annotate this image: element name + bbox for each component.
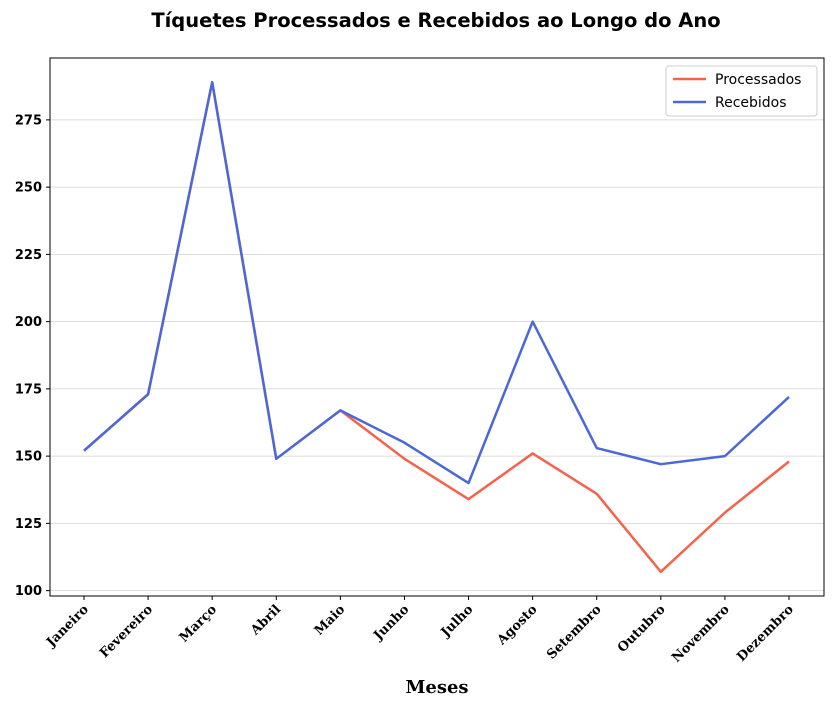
y-tick-label: 175 (15, 382, 42, 397)
series-line-recebidos (83, 80, 790, 485)
x-tick-label: Dezembro (734, 602, 797, 665)
x-tick-label: Novembro (669, 602, 733, 666)
y-tick-label: 100 (15, 584, 42, 599)
legend: Processados Recebidos (665, 65, 818, 117)
y-tick-label: 150 (15, 450, 42, 465)
x-tick-label: Março (177, 602, 221, 646)
y-axis: 100 125 150 175 200 225 250 275 (15, 113, 50, 599)
plot-frame (49, 57, 825, 597)
x-tick-label: Abril (247, 602, 284, 639)
x-tick-label: Janeiro (43, 602, 92, 651)
x-tick-label: Agosto (494, 602, 541, 649)
legend-label-recebidos: Recebidos (715, 95, 787, 111)
y-tick-label: 275 (15, 113, 42, 128)
x-tick-label: Fevereiro (97, 602, 156, 661)
gridlines (50, 119, 824, 592)
x-tick-label: Setembro (544, 602, 605, 663)
y-tick-label: 225 (15, 248, 42, 263)
x-axis-label: Meses (405, 677, 468, 698)
x-tick-label: Junho (370, 602, 412, 644)
y-tick-label: 250 (15, 181, 42, 196)
y-tick-label: 125 (15, 517, 42, 532)
x-axis: Janeiro Fevereiro Março Abril Maio Junho Julho… (43, 596, 797, 666)
series-lines (83, 80, 790, 574)
x-tick-label: Outubro (615, 602, 669, 656)
legend-label-processados: Processados (715, 72, 801, 88)
x-tick-label: Julho (438, 602, 477, 641)
series-line-processados (83, 80, 790, 574)
chart-title: Tíquetes Processados e Recebidos ao Long… (151, 9, 720, 32)
x-tick-label: Maio (312, 602, 349, 639)
y-tick-label: 200 (15, 315, 42, 330)
